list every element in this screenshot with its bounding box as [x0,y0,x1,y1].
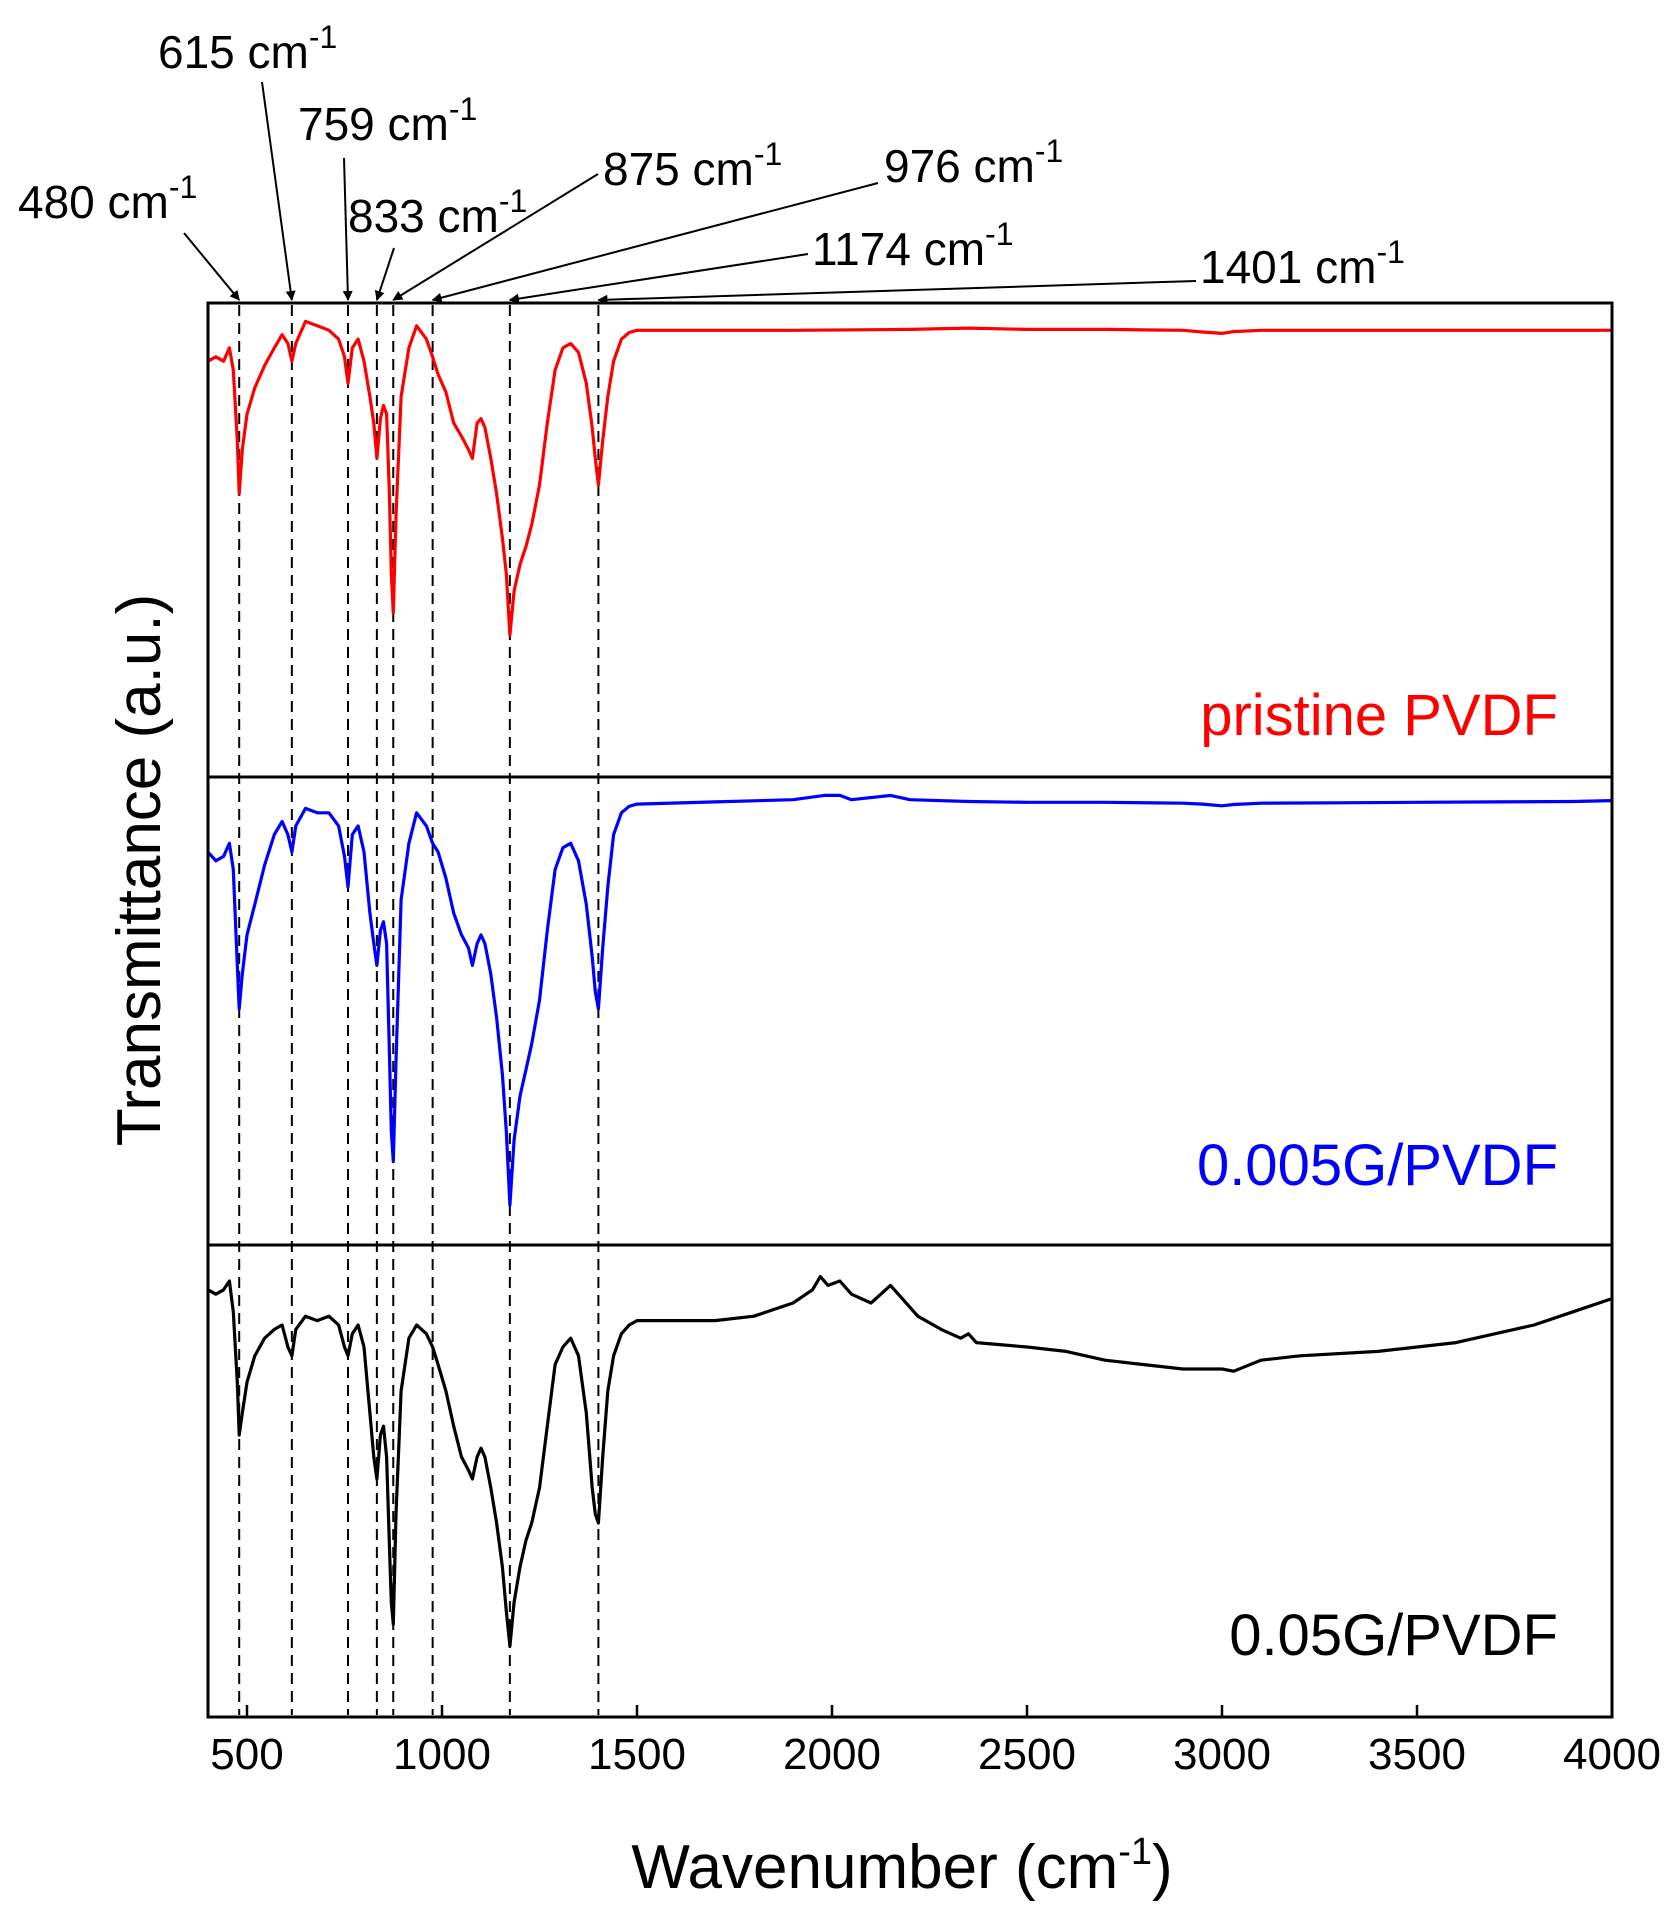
peak-label-text-976: 976 cm [884,140,1035,192]
peak-label-sup-1401: -1 [1376,234,1404,270]
peak-label-976: 976 cm-1 [884,133,1063,192]
series-layer [206,319,1614,1648]
peak-label-text-759: 759 cm [298,98,449,150]
y-axis-title: Transmittance (a.u.) [105,594,174,1146]
series-line-2 [206,793,1614,1207]
panel-bg-3 [208,1245,1612,1717]
peak-label-sup-615: -1 [309,19,337,55]
x-tick-label-2500: 2500 [978,1730,1076,1779]
peak-label-sup-833: -1 [499,183,527,219]
sample-labels-layer: pristine PVDF 0.005G/PVDF 0.05G/PVDF [1197,683,1558,1668]
x-tick-label-3500: 3500 [1368,1730,1466,1779]
peak-arrow-875 [392,173,599,301]
peak-label-833: 833 cm-1 [348,183,527,242]
peak-label-sup-759: -1 [449,91,477,127]
peak-arrow-1174 [508,253,809,304]
peak-arrow-615 [261,81,296,301]
sample-label-3: 0.05G/PVDF [1229,1603,1558,1668]
peak-label-sup-480: -1 [169,169,197,205]
peak-label-1174: 1174 cm-1 [812,216,1013,275]
peak-arrow-759 [342,157,353,301]
x-axis-title-close: ) [1152,1833,1173,1902]
peak-arrow-976 [431,182,879,303]
peak-label-615: 615 cm-1 [158,19,337,78]
x-tick-label-3000: 3000 [1173,1730,1271,1779]
x-tick-label-1500: 1500 [588,1730,686,1779]
x-axis-title-sup: -1 [1118,1831,1152,1873]
sample-label-2: 0.005G/PVDF [1197,1133,1558,1198]
x-tick-label-500: 500 [210,1730,283,1779]
plot-frame [206,301,1614,1719]
frame-layer [206,301,1614,1719]
panels-layer [208,303,1612,1717]
peak-arrow-833 [374,247,395,301]
peak-label-sup-875: -1 [754,136,782,172]
x-axis-title: Wavenumber (cm-1) [631,1831,1172,1902]
series-line-3 [206,1275,1614,1648]
x-axis-title-main: Wavenumber (cm [631,1833,1118,1902]
x-tick-label-1000: 1000 [393,1730,491,1779]
peak-label-759: 759 cm-1 [298,91,477,150]
sample-label-1: pristine PVDF [1200,683,1558,748]
peak-label-text-1401: 1401 cm [1200,241,1376,293]
peak-label-text-1174: 1174 cm [812,223,985,275]
peak-label-sup-976: -1 [1035,133,1063,169]
x-tick-label-4000: 4000 [1563,1730,1661,1779]
peak-label-875: 875 cm-1 [603,136,782,195]
peak-label-text-480: 480 cm [18,176,169,228]
series-line-1 [206,319,1614,637]
peak-arrow-480 [183,232,240,301]
peak-arrow-1401 [597,280,1197,305]
panel-bg-2 [208,777,1612,1245]
peak-label-sup-1174: -1 [985,216,1013,252]
peak-label-1401: 1401 cm-1 [1200,234,1405,293]
peak-label-text-615: 615 cm [158,26,309,78]
x-ticks-layer: 500 1000 1500 2000 2500 3000 3500 4000 [210,1705,1661,1779]
x-tick-label-2000: 2000 [783,1730,881,1779]
peak-label-text-833: 833 cm [348,190,499,242]
peak-label-text-875: 875 cm [603,143,754,195]
peak-label-480: 480 cm-1 [18,169,197,228]
